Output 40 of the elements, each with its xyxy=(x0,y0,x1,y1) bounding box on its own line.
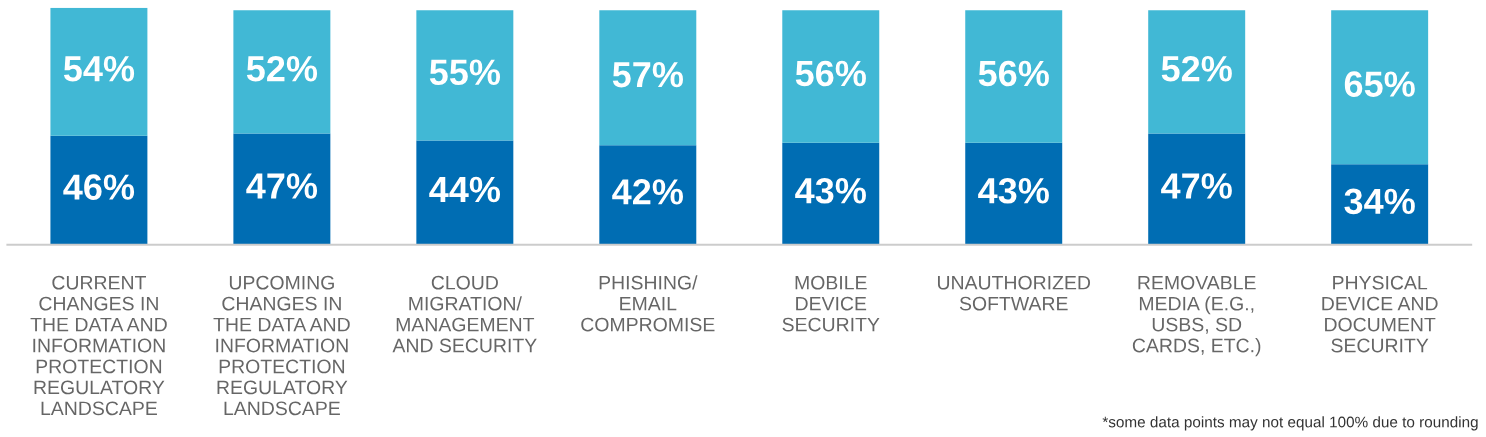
x-tick-label: UPCOMING CHANGES IN THE DATA AND INFORMATION PROTECTION REGULATORY LANDSCAPE xyxy=(213,275,350,416)
data-label: 54% xyxy=(63,56,135,82)
bar xyxy=(50,7,148,136)
data-label: 42% xyxy=(612,179,683,205)
data-label: 46% xyxy=(63,174,135,200)
bar xyxy=(1148,10,1246,134)
x-tick-label: CURRENT CHANGES IN THE DATA AND INFORMATION PROTECTION REGULATORY LANDSCAPE xyxy=(30,275,167,416)
data-label: 47% xyxy=(246,173,318,199)
data-label: 56% xyxy=(795,60,866,87)
data-label: 44% xyxy=(429,176,501,203)
data-label: 55% xyxy=(429,59,501,86)
bar xyxy=(1148,133,1246,245)
bar xyxy=(782,10,880,143)
data-label: 47% xyxy=(1161,173,1232,199)
bar xyxy=(233,10,331,134)
data-label: 43% xyxy=(978,177,1049,204)
bar xyxy=(965,142,1063,245)
x-tick-label: UNAUTHORIZED SOFTWARE xyxy=(937,275,1091,311)
data-label: 56% xyxy=(978,60,1049,87)
data-label: 52% xyxy=(246,55,318,82)
data-label: 43% xyxy=(795,177,866,204)
bar xyxy=(599,145,697,245)
data-label: 34% xyxy=(1344,188,1415,215)
x-tick-label: MOBILE DEVICE SECURITY xyxy=(782,275,880,332)
bar xyxy=(233,133,331,245)
data-label: 57% xyxy=(612,61,683,88)
bar xyxy=(782,142,880,245)
text: *some data points may not equal 100% due to rounding xyxy=(1102,416,1478,431)
x-tick-label: PHISHING/ EMAIL COMPROMISE xyxy=(581,275,715,332)
bar xyxy=(50,135,148,245)
data-label: 52% xyxy=(1161,55,1232,82)
x-tick-label: CLOUD MIGRATION/ MANAGEMENT AND SECURITY xyxy=(392,275,537,353)
bar xyxy=(1331,10,1429,165)
bar xyxy=(416,140,514,245)
bar xyxy=(965,10,1063,143)
x-tick-label: REMOVABLE MEDIA (E.G., USBS, SD CARDS, ETC.) xyxy=(1132,275,1261,357)
x-tick-label: PHYSICAL DEVICE AND DOCUMENT SECURITY xyxy=(1322,275,1438,353)
bar xyxy=(599,10,697,146)
bar xyxy=(416,10,514,141)
data-label: 65% xyxy=(1344,71,1415,97)
